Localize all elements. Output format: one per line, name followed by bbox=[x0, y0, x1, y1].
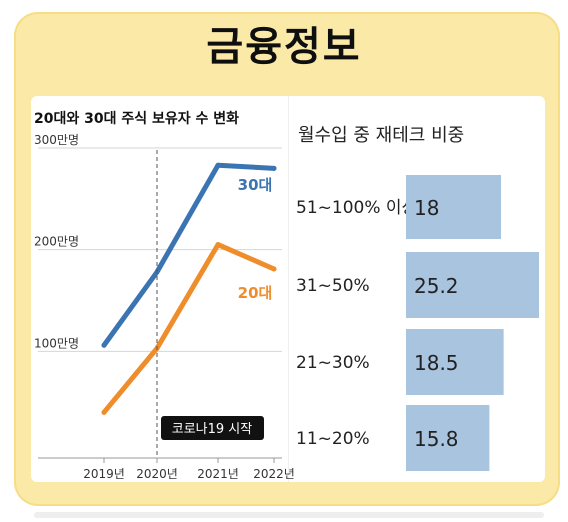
y-tick-label: 200만명 bbox=[34, 235, 79, 249]
series-label: 20대 bbox=[238, 284, 273, 302]
line-chart-grid bbox=[38, 147, 282, 459]
data-point bbox=[101, 409, 107, 415]
data-point bbox=[215, 162, 221, 168]
line-chart-x-ticks: 2019년 2020년 2021년 2022년 bbox=[83, 458, 295, 481]
bar-value-label: 18.5 bbox=[414, 351, 459, 375]
bar-chart-title: 월수입 중 재테크 비중 bbox=[298, 125, 464, 146]
data-point bbox=[271, 266, 277, 272]
footer-bar bbox=[34, 512, 544, 518]
data-point bbox=[101, 342, 107, 348]
panel-divider bbox=[288, 96, 289, 482]
page-title: 금융정보 bbox=[206, 24, 362, 70]
x-tick-label: 2021년 bbox=[197, 467, 239, 481]
series-label: 30대 bbox=[238, 176, 273, 194]
covid-annotation: 코로나19 시작 bbox=[156, 150, 264, 458]
bar-category-label: 11~20% bbox=[296, 429, 370, 449]
bar bbox=[406, 329, 504, 395]
bar-value-label: 25.2 bbox=[414, 274, 459, 298]
line-chart-y-ticks: 100만명 200만명 300만명 bbox=[34, 133, 79, 350]
series-line-20대 bbox=[101, 242, 277, 415]
x-tick-label: 2022년 bbox=[253, 467, 295, 481]
bar-category-label: 51~100% 이상 bbox=[296, 198, 418, 218]
line-chart-title: 20대와 30대 주식 보유자 수 변화 bbox=[34, 110, 239, 127]
y-tick-label: 300만명 bbox=[34, 133, 79, 147]
series-line-30대 bbox=[101, 162, 277, 348]
bar-value-label: 15.8 bbox=[414, 427, 459, 451]
bar-category-label: 31~50% bbox=[296, 276, 370, 296]
bar-category-label: 21~30% bbox=[296, 353, 370, 373]
x-tick-label: 2019년 bbox=[83, 467, 125, 481]
bar bbox=[406, 405, 490, 471]
covid-label: 코로나19 시작 bbox=[172, 422, 253, 437]
data-point bbox=[271, 165, 277, 171]
x-tick-label: 2020년 bbox=[136, 467, 178, 481]
bar bbox=[406, 175, 501, 239]
y-tick-label: 100만명 bbox=[34, 336, 79, 350]
bar bbox=[406, 252, 539, 318]
data-point bbox=[215, 242, 221, 248]
covid-label-box bbox=[161, 416, 264, 440]
bar-value-label: 18 bbox=[414, 196, 439, 220]
line-chart-series: 30대 20대 bbox=[101, 162, 277, 415]
